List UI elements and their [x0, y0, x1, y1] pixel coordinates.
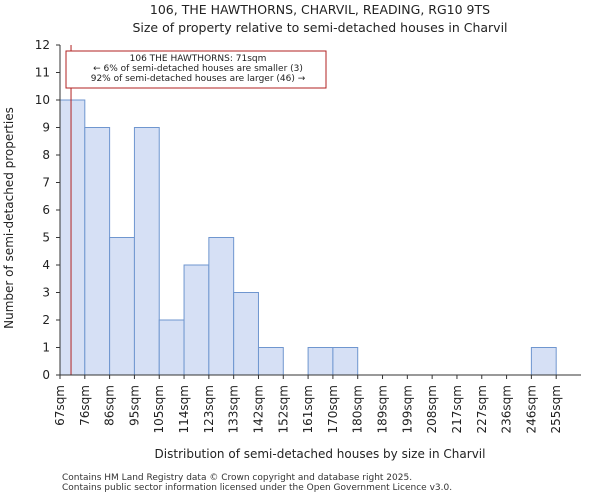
y-tick-label-12: 12 — [35, 38, 50, 52]
x-tick-label-227sqm: 227sqm — [475, 385, 489, 433]
y-tick-label-7: 7 — [42, 176, 50, 190]
bar-170sqm — [332, 347, 359, 376]
x-tick-label-255sqm: 255sqm — [549, 385, 563, 433]
x-tick-label-142sqm: 142sqm — [251, 385, 265, 433]
x-tick-label-123sqm: 123sqm — [202, 385, 216, 433]
y-tick-label-1: 1 — [42, 341, 50, 355]
y-tick-label-6: 6 — [42, 203, 50, 217]
x-tick-label-170sqm: 170sqm — [326, 385, 340, 433]
bar-133sqm — [233, 292, 259, 376]
x-tick-label-86sqm: 86sqm — [103, 385, 117, 426]
x-tick-label-76sqm: 76sqm — [78, 385, 92, 426]
x-tick-label-217sqm: 217sqm — [450, 385, 464, 433]
y-tick-label-9: 9 — [42, 121, 50, 135]
bar-67sqm — [59, 99, 86, 376]
x-tick-label-152sqm: 152sqm — [276, 385, 290, 433]
annotation-line-3: 92% of semi-detached houses are larger (… — [91, 74, 306, 84]
bar-86sqm — [109, 237, 135, 376]
annotation-box: 106 THE HAWTHORNS: 71sqm ← 6% of semi-de… — [65, 50, 327, 89]
x-tick-label-95sqm: 95sqm — [127, 385, 141, 426]
y-tick-label-2: 2 — [42, 313, 50, 327]
bar-76sqm — [84, 127, 111, 376]
x-tick-label-199sqm: 199sqm — [400, 385, 414, 433]
bar-161sqm — [307, 347, 334, 376]
y-tick-label-4: 4 — [42, 258, 50, 272]
x-tick-label-67sqm: 67sqm — [53, 385, 67, 426]
x-tick-label-189sqm: 189sqm — [376, 385, 390, 433]
x-axis-label: Distribution of semi-detached houses by … — [155, 447, 486, 461]
footer-line-2: Contains public sector information licen… — [62, 483, 453, 493]
bar-95sqm — [133, 127, 160, 376]
x-tick-label-114sqm: 114sqm — [177, 385, 191, 433]
footer-line-1: Contains HM Land Registry data © Crown c… — [62, 473, 413, 483]
annotation-line-2: ← 6% of semi-detached houses are smaller… — [93, 64, 303, 74]
bar-123sqm — [208, 237, 235, 376]
bar-142sqm — [257, 347, 284, 376]
y-tick-label-3: 3 — [42, 286, 50, 300]
bars-group — [59, 99, 557, 376]
y-tick-label-10: 10 — [35, 93, 50, 107]
y-axis-label: Number of semi-detached properties — [2, 107, 16, 329]
annotation-border — [65, 50, 327, 89]
x-tick-label-208sqm: 208sqm — [425, 385, 439, 433]
chart-title: 106, THE HAWTHORNS, CHARVIL, READING, RG… — [150, 2, 490, 17]
bar-246sqm — [530, 347, 557, 376]
x-tick-label-161sqm: 161sqm — [301, 385, 315, 433]
x-tick-label-236sqm: 236sqm — [500, 385, 514, 433]
x-tick-label-246sqm: 246sqm — [524, 385, 538, 433]
y-tick-label-5: 5 — [42, 231, 50, 245]
y-tick-label-8: 8 — [42, 148, 50, 162]
y-tick-label-11: 11 — [35, 66, 50, 80]
x-tick-label-105sqm: 105sqm — [152, 385, 166, 433]
annotation-line-1: 106 THE HAWTHORNS: 71sqm — [130, 54, 267, 64]
chart-subtitle: Size of property relative to semi-detach… — [132, 20, 507, 35]
bar-105sqm — [158, 319, 185, 376]
x-tick-label-133sqm: 133sqm — [227, 385, 241, 433]
x-tick-label-180sqm: 180sqm — [351, 385, 365, 433]
bar-114sqm — [183, 264, 210, 376]
x-axis-ticks: 67sqm 76sqm 86sqm 95sqm 105sqm 114sqm 123sqm 13… — [53, 375, 563, 433]
y-tick-label-0: 0 — [42, 368, 50, 382]
